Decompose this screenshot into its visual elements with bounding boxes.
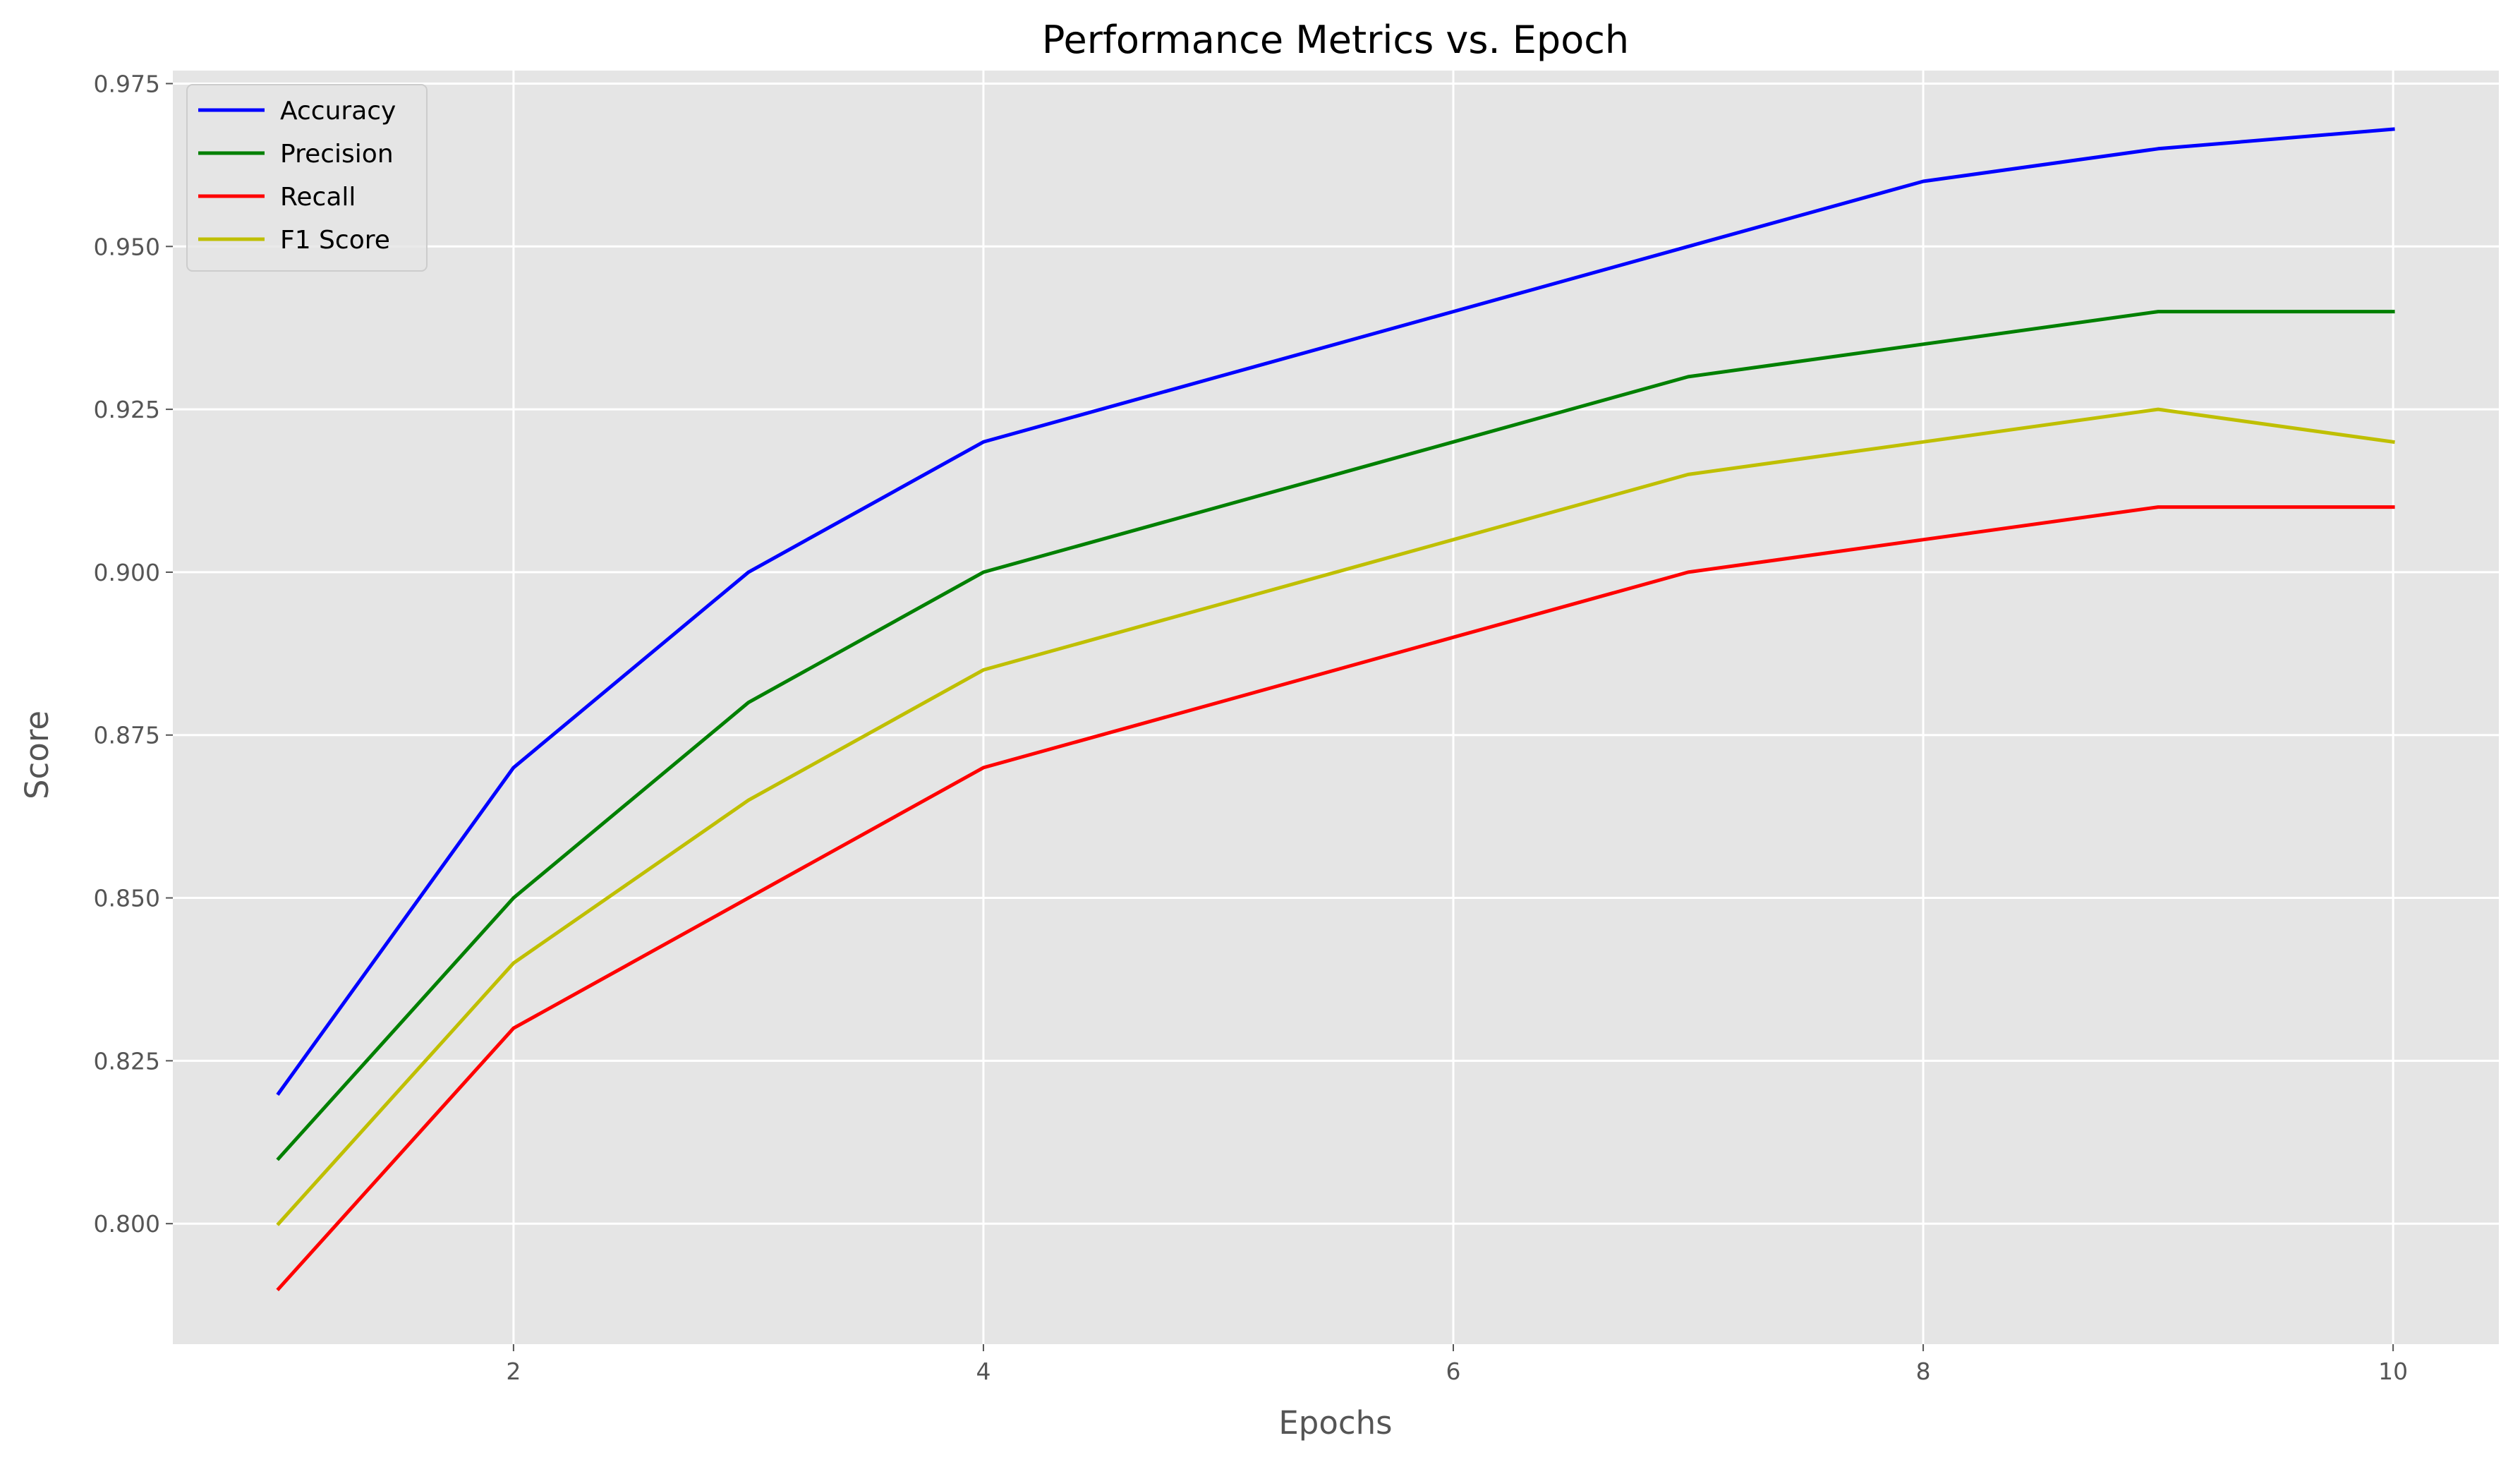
x-tick-label: 4 (976, 1358, 991, 1385)
x-tick-label: 2 (506, 1358, 521, 1385)
series-line-accuracy (276, 127, 2395, 1096)
y-tick-label: 0.950 (94, 233, 160, 260)
series-line-f1-score (276, 407, 2395, 1226)
series-line-recall (276, 505, 2395, 1292)
y-tick-label: 0.800 (94, 1210, 160, 1238)
x-tick-label: 10 (2378, 1358, 2408, 1385)
legend-box (186, 84, 428, 272)
y-axis-ticks: 0.800 0.825 0.850 0.875 0.900 0.925 0.950 0.975 (94, 70, 173, 1238)
series-line-precision (276, 310, 2395, 1161)
x-tick-label: 6 (1446, 1358, 1461, 1385)
legend: Accuracy Precision Recall F1 Score (186, 84, 428, 272)
x-tick-label: 8 (1916, 1358, 1931, 1385)
y-tick-label: 0.850 (94, 885, 160, 912)
y-tick-label: 0.925 (94, 396, 160, 423)
y-tick-label: 0.825 (94, 1047, 160, 1075)
y-tick-label: 0.900 (94, 559, 160, 586)
x-axis-label: Epochs (1278, 1404, 1392, 1442)
series-lines (276, 127, 2395, 1292)
y-tick-label: 0.875 (94, 722, 160, 749)
legend-label: Accuracy (280, 97, 396, 126)
legend-label: F1 Score (280, 226, 390, 255)
x-axis-ticks: 2 4 6 8 10 (506, 1344, 2408, 1385)
legend-label: Precision (280, 140, 394, 169)
y-tick-label: 0.975 (94, 70, 160, 97)
chart-title: Performance Metrics vs. Epoch (1042, 18, 1629, 62)
plot-area (173, 71, 2499, 1344)
legend-label: Recall (280, 183, 356, 212)
y-axis-label: Score (18, 711, 56, 799)
